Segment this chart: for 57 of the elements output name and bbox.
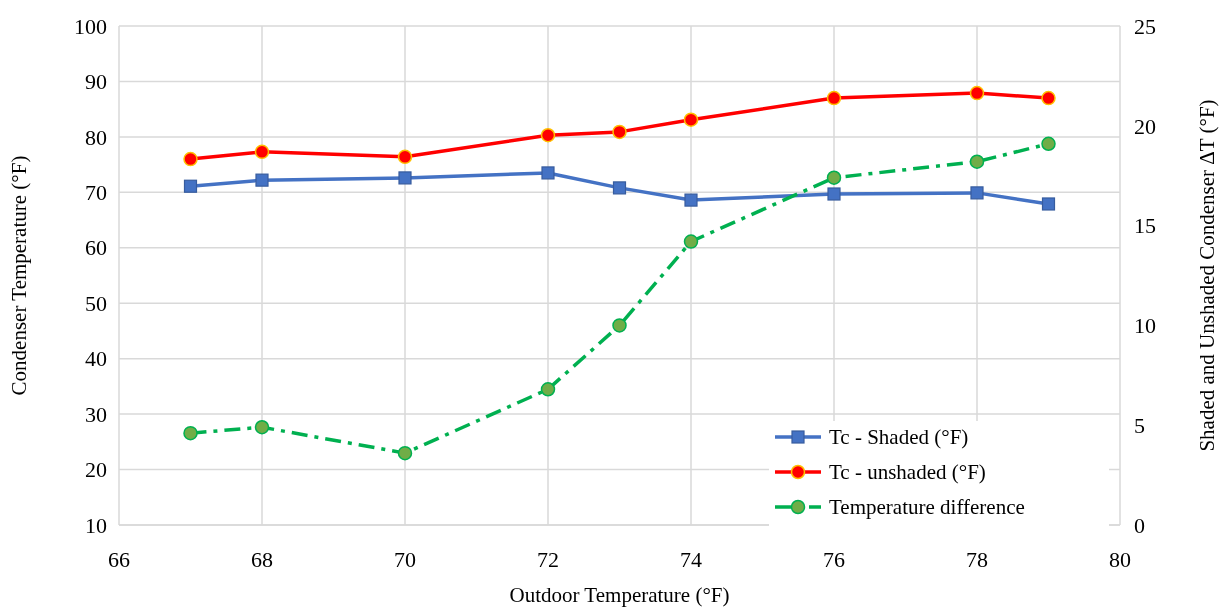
point	[827, 187, 841, 201]
y-tick-label: 70	[85, 180, 107, 206]
point	[1041, 90, 1056, 106]
point	[183, 151, 198, 167]
x-tick-label: 78	[966, 547, 988, 572]
x-tick-label: 76	[823, 547, 845, 572]
point	[254, 419, 270, 435]
y-tick-label: 100	[74, 13, 107, 39]
y2-axis-title: Shaded and Unshaded Condenser ΔT (°F)	[1195, 99, 1219, 452]
point	[1041, 197, 1056, 211]
y2-tick-label: 15	[1134, 213, 1156, 239]
y2-tick-label: 25	[1134, 13, 1156, 39]
y-tick-label: 80	[85, 124, 107, 150]
y2-tick-label: 5	[1134, 412, 1145, 438]
x-tick-label: 70	[394, 547, 416, 572]
point	[969, 154, 985, 169]
y-tick-label: 20	[85, 457, 107, 483]
legend-label: Temperature difference	[829, 495, 1025, 520]
point	[684, 193, 698, 207]
legend-label: Tc - unshaded (°F)	[829, 460, 986, 485]
point	[255, 173, 269, 187]
point	[254, 144, 270, 160]
x-tick-label: 72	[537, 547, 559, 572]
point	[397, 149, 413, 165]
y-tick-label: 50	[85, 290, 107, 316]
point	[826, 90, 842, 106]
y2-tick-label: 0	[1134, 512, 1145, 538]
point	[683, 112, 699, 127]
point	[397, 445, 413, 461]
point	[826, 170, 842, 185]
y2-tick-label: 10	[1134, 313, 1156, 339]
point	[612, 124, 627, 140]
point	[540, 382, 556, 397]
point	[969, 85, 985, 101]
x-axis-title: Outdoor Temperature (°F)	[509, 583, 730, 607]
point	[683, 234, 699, 249]
point	[183, 179, 198, 193]
point	[183, 425, 198, 441]
y-axis-title: Condenser Temperature (°F)	[7, 155, 31, 396]
point	[541, 166, 555, 180]
point	[1041, 136, 1056, 152]
point	[398, 171, 412, 185]
y-tick-label: 10	[85, 512, 107, 538]
x-tick-label: 74	[680, 547, 702, 572]
x-tick-label: 66	[108, 547, 130, 572]
point	[612, 318, 627, 333]
y2-tick-label: 20	[1134, 113, 1156, 139]
point	[540, 127, 556, 143]
legend-label: Tc - Shaded (°F)	[829, 425, 969, 450]
point	[612, 181, 627, 195]
y-tick-label: 60	[85, 235, 107, 261]
y-tick-label: 90	[85, 69, 107, 95]
x-tick-label: 68	[251, 547, 273, 572]
y-tick-label: 40	[85, 346, 107, 372]
x-tick-label: 80	[1109, 547, 1131, 572]
point	[970, 186, 984, 200]
y-tick-label: 30	[85, 401, 107, 427]
